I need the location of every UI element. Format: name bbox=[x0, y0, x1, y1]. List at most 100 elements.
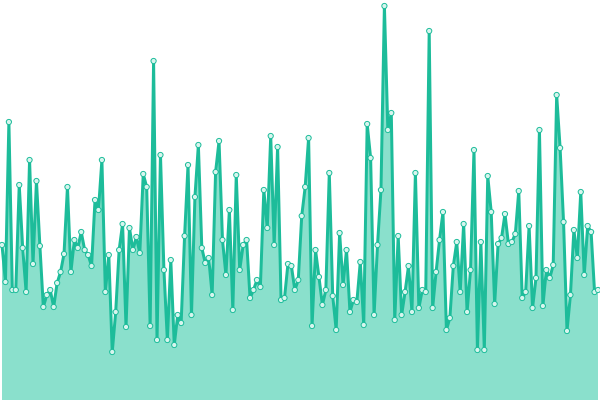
data-point bbox=[333, 326, 340, 334]
data-point bbox=[143, 183, 150, 191]
data-point bbox=[357, 258, 364, 266]
data-point bbox=[360, 321, 367, 329]
data-point bbox=[98, 156, 106, 164]
data-point bbox=[439, 208, 447, 216]
data-point bbox=[267, 132, 274, 140]
data-point bbox=[295, 276, 302, 284]
data-point bbox=[395, 232, 402, 240]
data-point bbox=[305, 134, 312, 142]
data-point bbox=[178, 319, 185, 327]
data-point bbox=[88, 262, 95, 270]
data-point bbox=[219, 236, 226, 244]
data-point bbox=[353, 298, 360, 306]
data-point bbox=[570, 226, 577, 234]
data-point bbox=[281, 294, 288, 302]
data-point bbox=[85, 251, 92, 259]
data-point bbox=[367, 154, 374, 162]
data-point bbox=[209, 291, 216, 299]
data-point bbox=[319, 301, 326, 309]
data-point bbox=[577, 188, 584, 196]
data-point bbox=[384, 126, 391, 134]
data-point bbox=[529, 304, 536, 312]
data-point bbox=[246, 294, 254, 302]
data-point bbox=[484, 172, 491, 180]
data-point bbox=[312, 246, 319, 254]
data-point bbox=[377, 186, 385, 194]
data-point bbox=[446, 314, 453, 322]
data-point bbox=[408, 308, 416, 316]
data-point bbox=[133, 233, 140, 241]
data-point bbox=[567, 291, 574, 299]
data-point bbox=[116, 246, 123, 254]
data-point bbox=[422, 288, 429, 296]
data-point bbox=[274, 143, 281, 151]
data-point bbox=[40, 303, 47, 311]
data-point bbox=[329, 292, 336, 300]
data-point bbox=[105, 251, 112, 259]
data-point bbox=[522, 288, 529, 296]
data-point bbox=[81, 246, 88, 254]
data-point bbox=[508, 238, 515, 246]
data-point bbox=[12, 286, 19, 294]
data-point bbox=[308, 322, 316, 330]
data-point bbox=[539, 302, 546, 310]
data-point bbox=[164, 336, 171, 344]
data-point bbox=[136, 249, 143, 257]
data-point bbox=[33, 177, 40, 185]
data-point bbox=[401, 288, 409, 296]
data-point bbox=[588, 228, 595, 236]
data-point bbox=[260, 186, 267, 194]
data-point bbox=[288, 262, 295, 270]
data-point bbox=[71, 236, 78, 244]
data-point bbox=[474, 346, 481, 354]
data-point bbox=[57, 268, 64, 276]
data-point bbox=[140, 170, 147, 178]
data-point bbox=[432, 268, 440, 276]
data-point bbox=[563, 327, 571, 335]
data-point bbox=[370, 311, 378, 319]
data-point bbox=[202, 259, 209, 267]
data-point bbox=[222, 271, 230, 279]
data-point bbox=[257, 283, 264, 291]
data-point bbox=[519, 294, 526, 302]
data-point bbox=[388, 109, 395, 117]
data-point bbox=[23, 288, 30, 296]
data-point bbox=[553, 91, 560, 99]
data-point bbox=[412, 169, 419, 177]
data-point bbox=[491, 300, 498, 308]
data-point bbox=[525, 222, 533, 230]
data-point bbox=[550, 261, 557, 269]
data-point bbox=[515, 187, 522, 195]
data-point bbox=[494, 240, 502, 248]
data-point bbox=[240, 241, 247, 249]
data-point bbox=[405, 262, 412, 270]
data-point bbox=[47, 286, 54, 294]
data-point bbox=[450, 262, 457, 270]
data-point bbox=[443, 326, 450, 334]
data-point bbox=[336, 229, 343, 237]
data-point bbox=[339, 281, 347, 289]
data-point bbox=[477, 238, 484, 246]
data-point bbox=[291, 286, 298, 294]
data-point bbox=[236, 266, 243, 274]
data-point bbox=[119, 220, 126, 228]
data-point bbox=[160, 266, 168, 274]
data-point bbox=[271, 241, 278, 249]
data-point bbox=[322, 286, 329, 294]
data-point bbox=[426, 27, 433, 35]
data-point bbox=[343, 246, 350, 254]
data-point bbox=[167, 256, 174, 264]
data-point bbox=[19, 244, 26, 252]
data-point bbox=[467, 266, 474, 274]
data-point bbox=[429, 304, 436, 312]
data-point bbox=[181, 232, 188, 240]
data-point bbox=[253, 276, 261, 284]
data-point bbox=[470, 146, 478, 154]
data-point bbox=[95, 206, 102, 214]
data-point bbox=[346, 308, 354, 316]
data-point bbox=[129, 246, 137, 254]
data-point bbox=[460, 220, 467, 228]
data-point bbox=[198, 244, 205, 252]
